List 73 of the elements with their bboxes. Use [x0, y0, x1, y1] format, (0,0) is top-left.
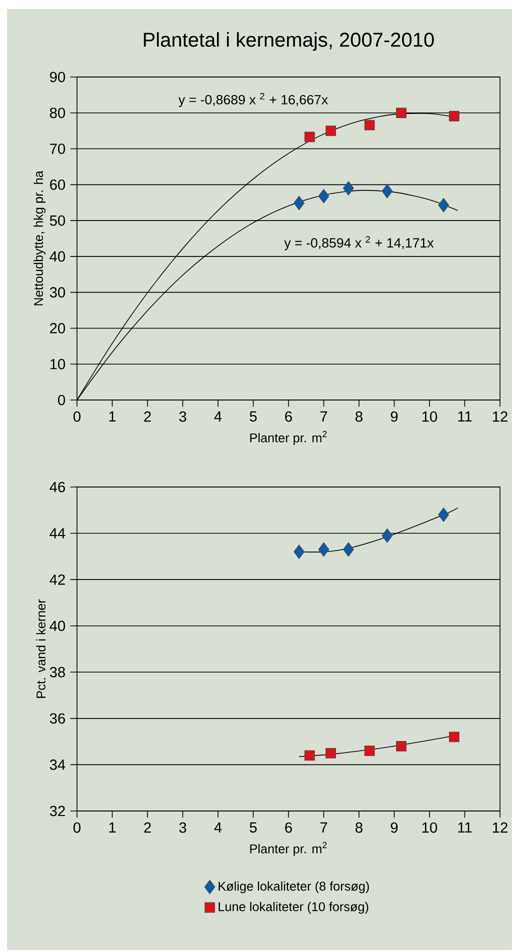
- point: [382, 184, 393, 198]
- point: [343, 542, 354, 557]
- x-tick-label: 6: [285, 411, 292, 422]
- x-tick-label: 8: [356, 822, 363, 833]
- point: [438, 198, 450, 212]
- point: [396, 740, 407, 752]
- point: [382, 528, 393, 543]
- y-tick-label: 40: [50, 620, 66, 632]
- x-tick-label: 4: [214, 411, 222, 422]
- x-axis-title: Planter pr. m$^{2}$: [250, 430, 327, 445]
- y-tick-label: 42: [50, 574, 66, 585]
- point: [326, 748, 336, 758]
- y-tick-label: 40: [50, 251, 66, 262]
- y-tick-label: 60: [50, 179, 66, 190]
- x-tick-label: 7: [320, 822, 328, 832]
- y-axis-title: Pct. vand i kerner: [36, 599, 46, 698]
- x-tick-label: 5: [250, 822, 257, 833]
- y-tick-label: 50: [50, 215, 66, 226]
- point: [364, 120, 375, 130]
- y-tick-label: 44: [50, 528, 66, 538]
- point: [294, 544, 305, 560]
- y-tick-label: 34: [50, 760, 66, 770]
- x-tick-label: 7: [320, 411, 328, 422]
- point: [449, 732, 460, 742]
- x-tick-label: 6: [285, 822, 292, 833]
- y-tick-label: 80: [50, 108, 66, 118]
- y-tick-label: 20: [50, 323, 66, 334]
- point: [326, 126, 336, 136]
- point: [318, 188, 330, 204]
- x-tick-label: 1: [109, 411, 116, 422]
- y-tick-label: 38: [50, 666, 66, 678]
- x-tick-label: 9: [391, 822, 398, 833]
- x-tick-label: 11: [458, 822, 472, 832]
- x-tick-label: 12: [493, 411, 508, 422]
- y-tick-label: 32: [50, 806, 66, 816]
- point: [304, 132, 316, 142]
- x-tick-label: 4: [214, 822, 222, 832]
- x-tick-label: 0: [74, 411, 81, 422]
- x-tick-label: 10: [422, 822, 438, 833]
- x-tick-label: 5: [250, 411, 257, 422]
- y-tick-label: 36: [50, 713, 66, 724]
- point: [396, 108, 407, 118]
- point: [449, 110, 460, 122]
- y-tick-label: 46: [50, 482, 66, 492]
- legend-label: Lune lokaliteter (10 forsøg): [218, 902, 368, 914]
- legend-label: Kølige lokaliteter (8 forsøg): [218, 881, 370, 894]
- point: [304, 750, 316, 761]
- point: [318, 542, 330, 557]
- x-tick-label: 8: [356, 411, 363, 422]
- point: [364, 746, 375, 756]
- y-tick-label: 90: [50, 72, 66, 82]
- x-axis-title: Planter pr. m$^{2}$: [250, 842, 327, 856]
- point: [343, 181, 354, 196]
- annotation: y = -0,8689 x $^{2}$ + 16,667x: [178, 92, 328, 108]
- y-axis-title: Nettoudbytte, hkg pr. ha: [34, 170, 46, 306]
- x-tick-label: 2: [144, 411, 152, 422]
- x-tick-label: 0: [74, 822, 81, 833]
- annotation: y = -0,8594 x $^{2}$ + 14,171x: [284, 236, 434, 250]
- x-tick-label: 1: [109, 822, 116, 832]
- y-tick-label: 10: [50, 358, 66, 370]
- x-tick-label: 12: [493, 822, 508, 833]
- x-tick-label: 9: [391, 411, 398, 422]
- y-tick-label: 30: [50, 287, 66, 298]
- x-tick-label: 3: [179, 411, 186, 422]
- x-tick-label: 3: [179, 822, 186, 833]
- x-tick-label: 10: [422, 411, 438, 422]
- x-tick-label: 2: [144, 822, 152, 833]
- x-tick-label: 11: [458, 411, 472, 422]
- y-tick-label: 0: [58, 394, 66, 406]
- chart-title: Plantetal i kernemajs, 2007-2010: [144, 32, 434, 51]
- y-tick-label: 70: [50, 144, 66, 154]
- point: [438, 508, 450, 522]
- point: [294, 196, 305, 210]
